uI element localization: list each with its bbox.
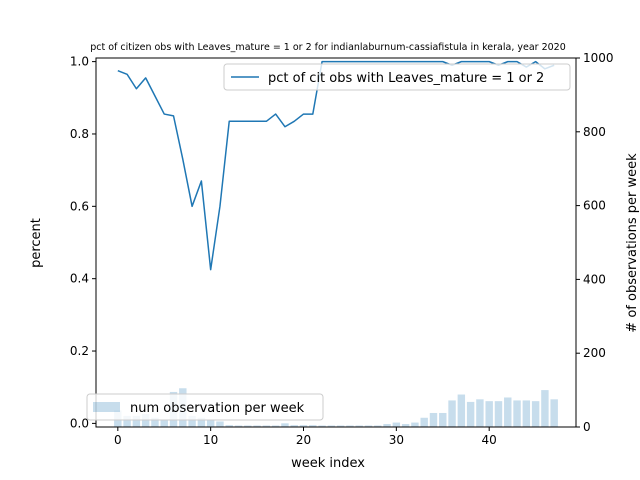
bar-week-2 — [132, 415, 141, 427]
x-tick-label: 30 — [389, 433, 404, 447]
y-right-tick-label: 800 — [583, 125, 606, 139]
bar-week-39 — [476, 399, 484, 427]
bar-week-13 — [234, 425, 243, 427]
plot-frame — [95, 57, 577, 428]
bar-week-41 — [494, 401, 503, 427]
bar-week-35 — [439, 412, 447, 427]
y-tick-label: 1.0 — [70, 55, 89, 69]
bar-week-10 — [206, 419, 215, 427]
x-tick-label: 0 — [114, 433, 122, 447]
bar-week-45 — [531, 401, 540, 427]
bar-week-4 — [151, 417, 159, 427]
x-tick-label: 40 — [482, 433, 497, 447]
y-tick-label: 0.8 — [70, 127, 89, 141]
y-right-tick-label: 600 — [583, 199, 606, 213]
bar-week-36 — [448, 400, 456, 427]
y-axis-label-right: # of observations per week — [625, 153, 640, 333]
x-axis-label: week index — [291, 456, 365, 471]
bar-week-25 — [346, 425, 354, 427]
bar-week-44 — [522, 400, 531, 427]
bar-week-14 — [244, 425, 252, 427]
y-tick-label: 0.2 — [70, 344, 89, 358]
chart-title: pct of citizen obs with Leaves_mature = … — [90, 42, 566, 53]
series-line — [117, 60, 555, 271]
bar-week-32 — [411, 422, 419, 427]
y-axis-label-left: percent — [29, 218, 44, 268]
y-right-tick-label: 400 — [583, 272, 606, 286]
bar-week-23 — [327, 425, 336, 427]
x-axis: 0 10 20 30 40 — [114, 427, 497, 447]
bar-week-18 — [281, 423, 289, 427]
y-tick-label: 0.0 — [70, 416, 89, 430]
bar-week-28 — [374, 425, 382, 427]
y-right-tick-label: 1000 — [583, 51, 614, 65]
bar-week-22 — [318, 425, 326, 427]
y-right-tick-label: 200 — [583, 346, 606, 360]
bar-week-26 — [355, 425, 363, 427]
bar-week-20 — [299, 425, 308, 427]
legend-bar-box — [86, 393, 324, 421]
bar-week-15 — [253, 425, 261, 427]
bar-week-38 — [466, 401, 475, 427]
bar-week-34 — [429, 412, 438, 427]
legend-line-label: pct of cit obs with Leaves_mature = 1 or… — [268, 71, 544, 86]
bar-week-40 — [485, 401, 493, 427]
bar-week-11 — [216, 421, 224, 427]
bar-week-16 — [262, 425, 271, 427]
legend-bar-swatch — [93, 402, 120, 412]
x-tick-label: 10 — [203, 433, 218, 447]
bar-week-17 — [271, 425, 280, 427]
bar-week-19 — [290, 425, 298, 427]
legend-line-box — [223, 63, 571, 91]
bar-week-5 — [160, 419, 168, 427]
y-axis-left: 0.0 0.2 0.4 0.6 0.8 1.0 — [70, 55, 96, 430]
bar-week-27 — [364, 425, 373, 427]
legend-bar: num observation per week — [86, 393, 324, 421]
bar-week-9 — [197, 417, 206, 427]
line-series — [117, 60, 555, 271]
legend-bar-label: num observation per week — [130, 401, 305, 416]
bar-week-46 — [541, 390, 549, 427]
bar-week-30 — [392, 422, 401, 427]
legend-line: pct of cit obs with Leaves_mature = 1 or… — [223, 63, 571, 91]
bar-week-29 — [383, 424, 391, 427]
bar-week-24 — [336, 425, 345, 427]
bar-week-31 — [401, 424, 410, 427]
bar-week-1 — [123, 415, 131, 427]
bar-week-8 — [188, 415, 196, 427]
bar-week-33 — [420, 417, 428, 427]
bar-week-43 — [513, 400, 521, 427]
y-tick-label: 0.4 — [70, 272, 89, 286]
bar-week-12 — [225, 425, 233, 427]
bar-week-3 — [141, 414, 150, 427]
bar-week-47 — [550, 399, 558, 427]
x-tick-label: 20 — [296, 433, 311, 447]
bar-week-37 — [457, 394, 466, 427]
y-right-tick-label: 0 — [583, 420, 591, 434]
y-axis-right: 0 200 400 600 800 1000 — [576, 51, 614, 434]
bar-week-21 — [309, 425, 317, 427]
y-tick-label: 0.6 — [70, 199, 89, 213]
bar-week-42 — [504, 397, 512, 427]
